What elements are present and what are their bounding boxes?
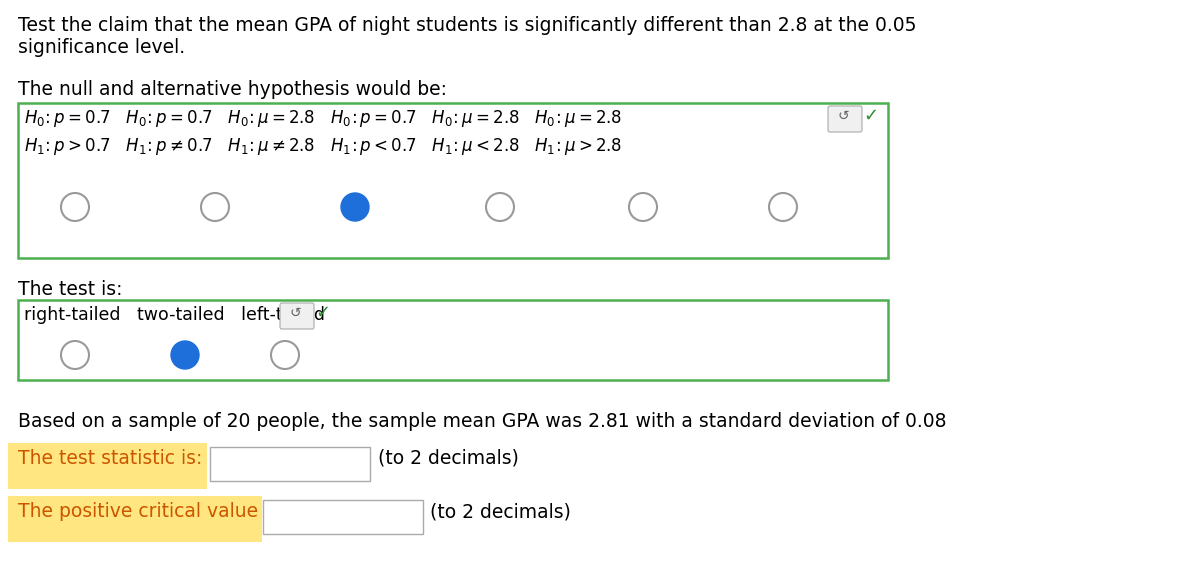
FancyBboxPatch shape — [8, 496, 262, 542]
Text: ✓: ✓ — [314, 304, 330, 322]
FancyBboxPatch shape — [263, 500, 424, 534]
FancyBboxPatch shape — [18, 103, 888, 258]
Text: (to 2 decimals): (to 2 decimals) — [378, 449, 518, 468]
Text: The test statistic is:: The test statistic is: — [18, 449, 203, 468]
FancyBboxPatch shape — [8, 443, 208, 489]
Text: $H_1\!:p > 0.7$   $H_1\!:p \neq 0.7$   $H_1\!:\mu \neq 2.8$   $H_1\!:p < 0.7$   : $H_1\!:p > 0.7$ $H_1\!:p \neq 0.7$ $H_1\… — [24, 136, 622, 157]
FancyBboxPatch shape — [210, 447, 370, 481]
Text: Test the claim that the mean GPA of night students is significantly different th: Test the claim that the mean GPA of nigh… — [18, 16, 917, 35]
Text: $\circlearrowleft$: $\circlearrowleft$ — [287, 306, 302, 320]
Circle shape — [341, 193, 370, 221]
Text: (to 2 decimals): (to 2 decimals) — [430, 502, 571, 521]
Text: The positive critical value is:: The positive critical value is: — [18, 502, 286, 521]
Text: ✓: ✓ — [863, 107, 878, 125]
Text: The test is:: The test is: — [18, 280, 122, 299]
Circle shape — [172, 341, 199, 369]
Text: $\circlearrowleft$: $\circlearrowleft$ — [835, 109, 851, 123]
FancyBboxPatch shape — [828, 106, 862, 132]
FancyBboxPatch shape — [18, 300, 888, 380]
Text: The null and alternative hypothesis would be:: The null and alternative hypothesis woul… — [18, 80, 446, 99]
FancyBboxPatch shape — [280, 303, 314, 329]
Text: $H_0\!:p = 0.7$   $H_0\!:p = 0.7$   $H_0\!:\mu = 2.8$   $H_0\!:p = 0.7$   $H_0\!: $H_0\!:p = 0.7$ $H_0\!:p = 0.7$ $H_0\!:\… — [24, 108, 622, 129]
Text: Based on a sample of 20 people, the sample mean GPA was 2.81 with a standard dev: Based on a sample of 20 people, the samp… — [18, 412, 947, 431]
Text: significance level.: significance level. — [18, 38, 185, 57]
Text: right-tailed   two-tailed   left-tailed: right-tailed two-tailed left-tailed — [24, 306, 325, 324]
